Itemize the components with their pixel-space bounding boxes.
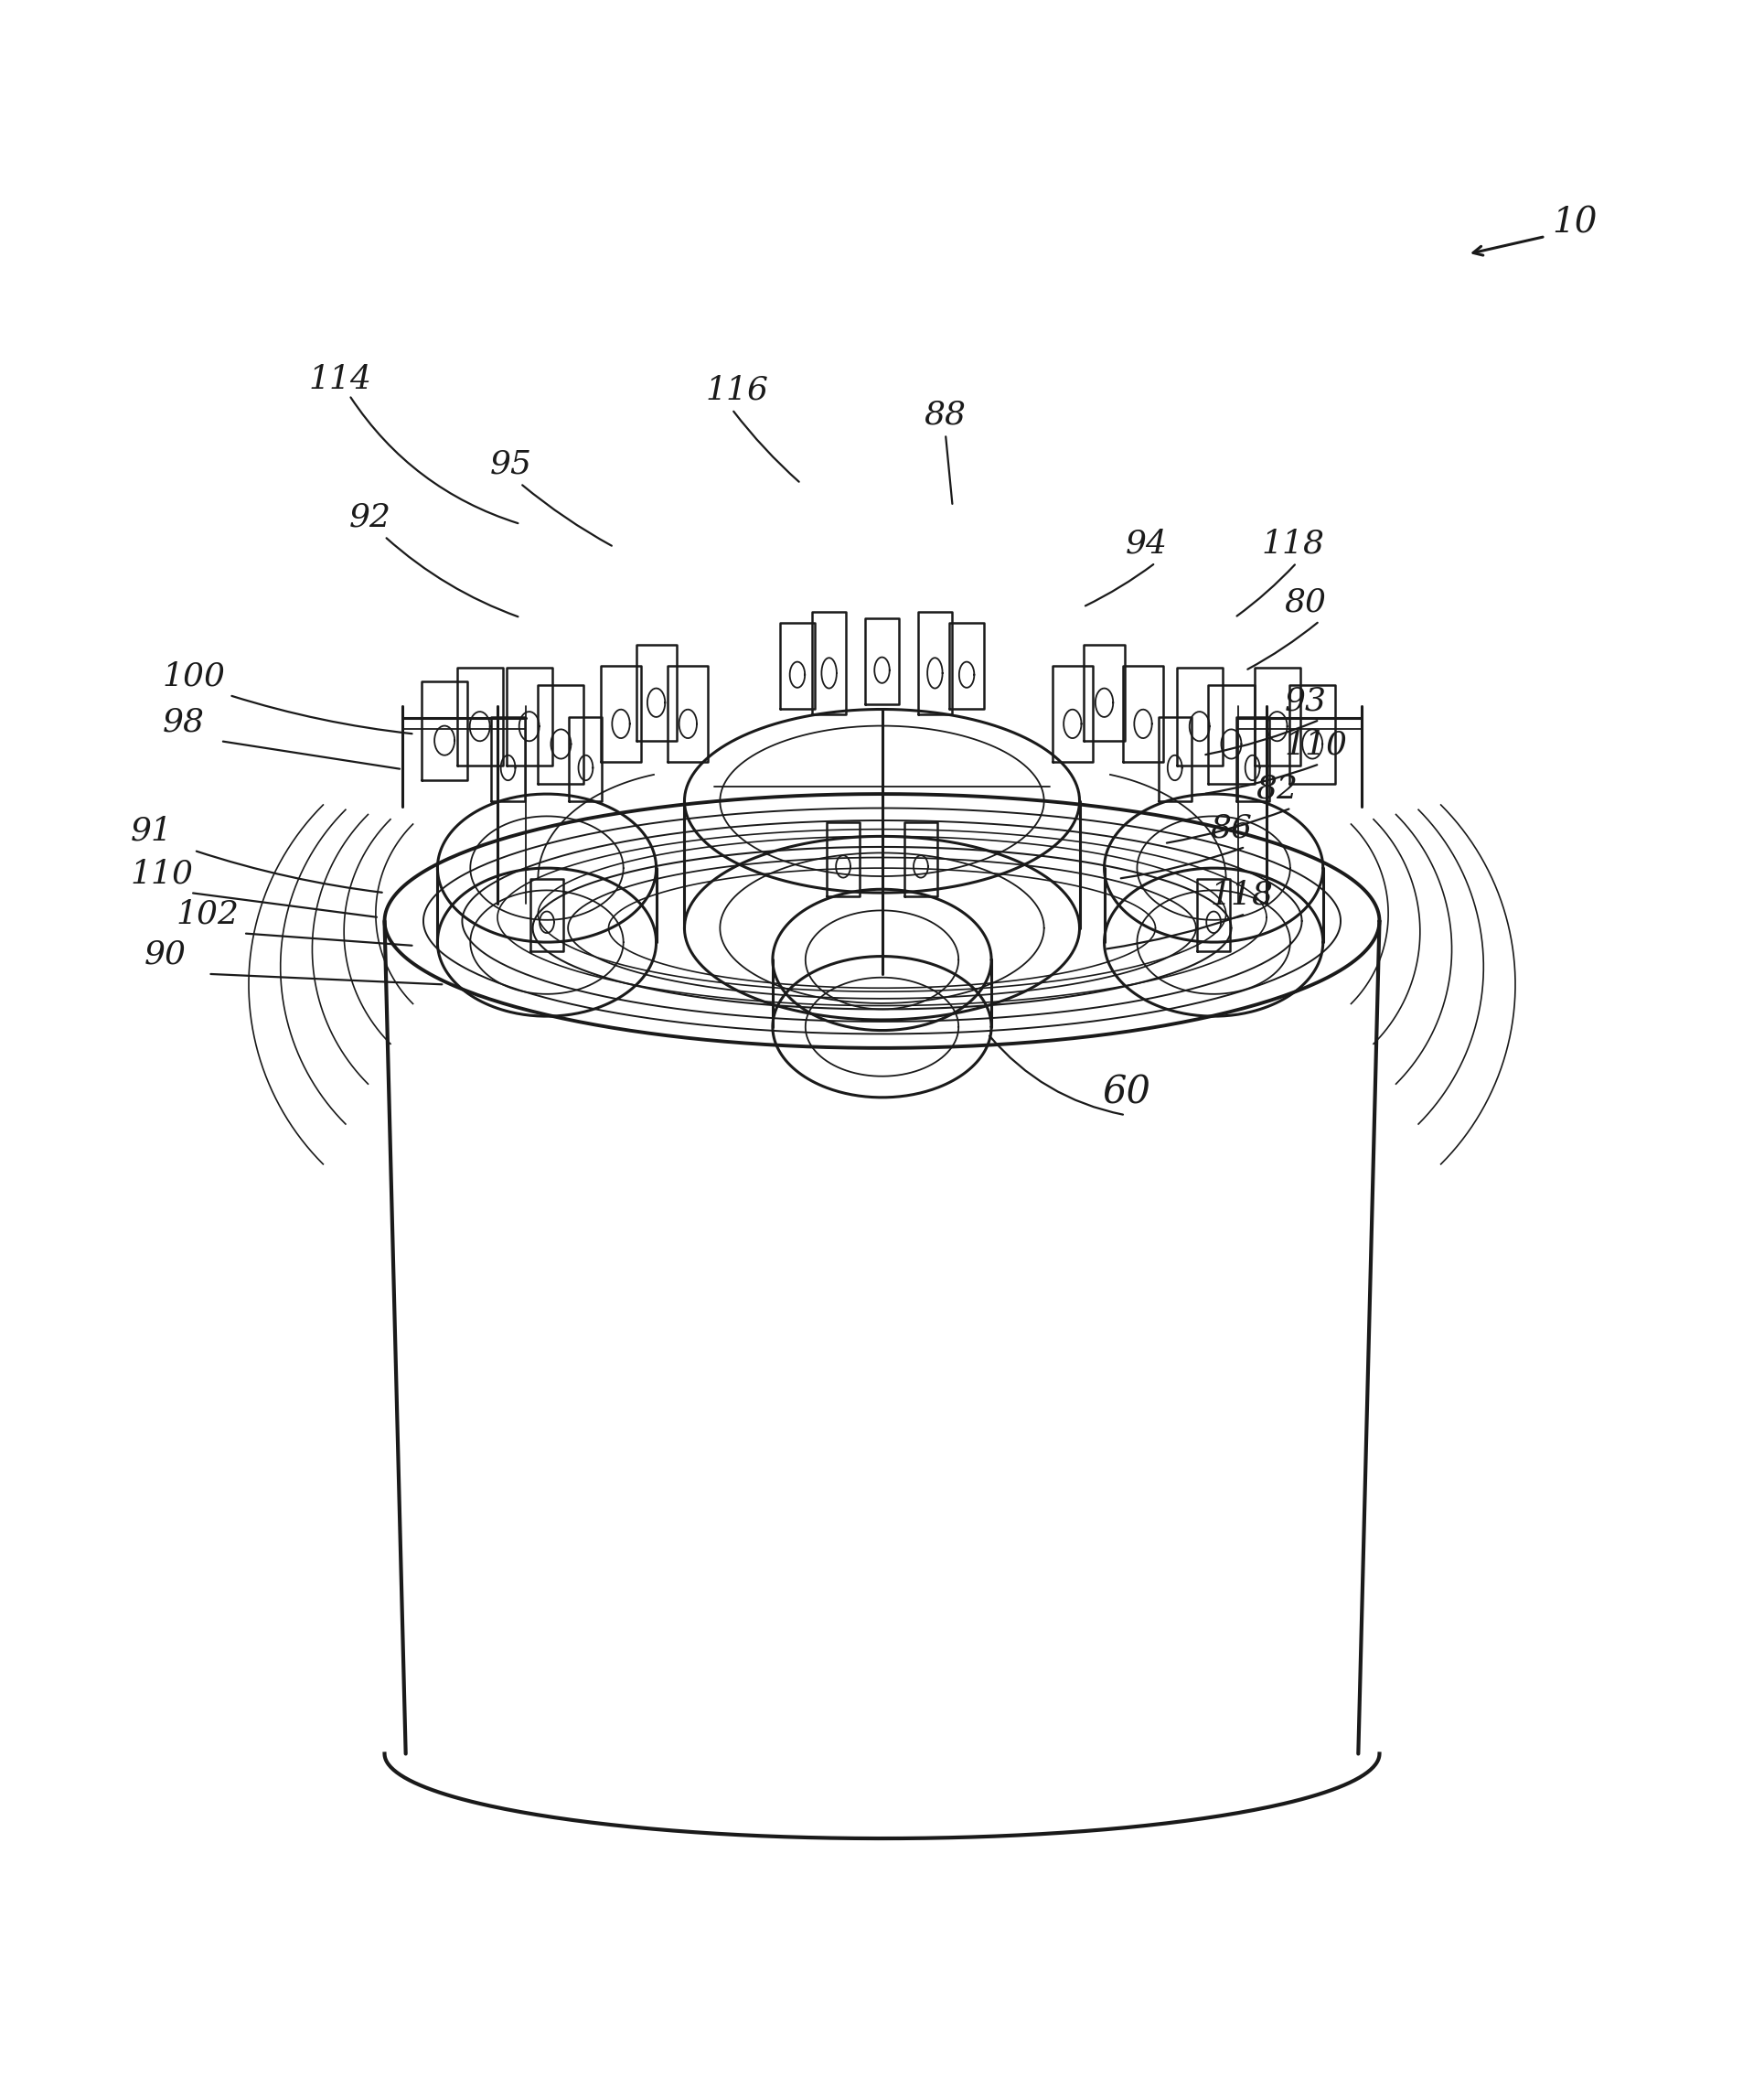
Text: 116: 116	[706, 374, 769, 405]
Text: 118: 118	[1261, 529, 1325, 560]
Text: 94: 94	[1125, 529, 1168, 560]
Text: 86: 86	[1210, 813, 1252, 844]
Text: 60: 60	[1102, 1074, 1150, 1111]
Text: 98: 98	[162, 706, 205, 737]
Text: 80: 80	[1284, 587, 1327, 618]
Text: 90: 90	[145, 940, 187, 971]
Text: 100: 100	[162, 660, 226, 691]
Text: 102: 102	[176, 898, 240, 930]
Text: 93: 93	[1284, 685, 1327, 717]
Text: 110: 110	[1284, 729, 1348, 760]
Text: 110: 110	[131, 859, 194, 890]
Text: 82: 82	[1256, 773, 1298, 804]
Text: 118: 118	[1210, 879, 1274, 911]
Text: 114: 114	[309, 363, 372, 395]
Text: 92: 92	[349, 501, 392, 533]
Text: 10: 10	[1552, 207, 1598, 240]
Text: 91: 91	[131, 817, 173, 846]
Text: 95: 95	[490, 449, 533, 480]
Text: 88: 88	[924, 399, 967, 430]
